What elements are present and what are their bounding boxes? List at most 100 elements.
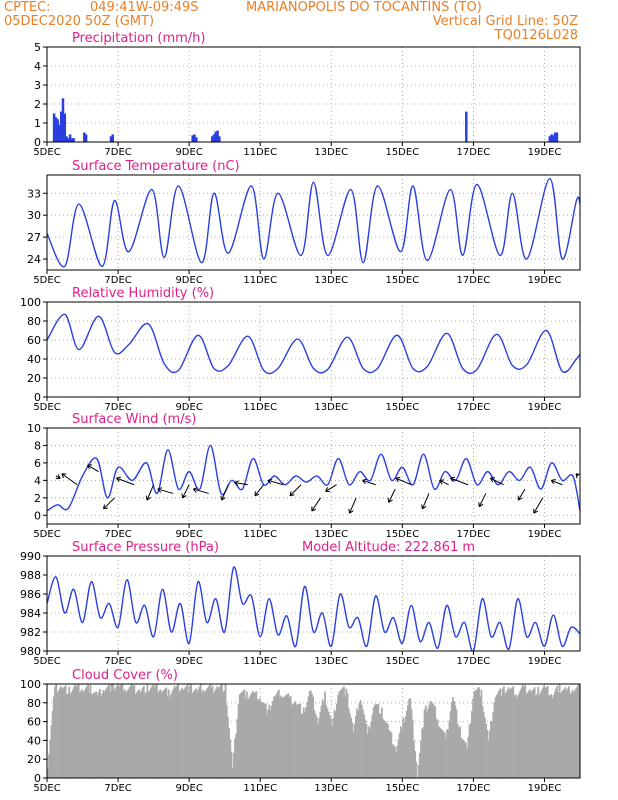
cloud-bar <box>474 690 477 778</box>
cloud-bar <box>164 688 167 778</box>
cloud-bar <box>302 707 305 778</box>
cloud-bar <box>548 695 550 778</box>
cloud-bar <box>296 704 299 778</box>
cloud-bar <box>315 716 318 778</box>
cloud-bar <box>433 704 435 778</box>
cloud-bar <box>327 711 330 778</box>
cloud-bar <box>95 691 98 778</box>
cloud-bar <box>109 691 112 778</box>
cloud-bar <box>219 685 222 778</box>
cloud-bar <box>178 691 181 778</box>
cloud-bar <box>383 720 386 778</box>
x-tick-label: 13DEC <box>314 783 348 794</box>
x-tick-label: 17DEC <box>457 656 491 667</box>
cloud-bar <box>282 697 285 778</box>
cloud-bar <box>142 685 145 778</box>
cloud-bar <box>397 739 400 778</box>
cloud-bar <box>76 685 79 778</box>
cloud-bar <box>418 752 421 778</box>
precip-bar <box>68 134 72 142</box>
header-location: MARIANOPOLIS DO TOCANTINS (TO) <box>246 0 482 15</box>
cloud-bar <box>319 711 322 778</box>
cloud-bar <box>256 700 259 778</box>
cloud-bar <box>240 693 242 778</box>
cloud-bar <box>131 684 133 778</box>
cloud-bar <box>534 695 537 778</box>
cloud-bar <box>415 761 418 778</box>
y-tick-label: 100 <box>20 678 41 691</box>
cloud-bar <box>50 725 53 778</box>
cloud-bar <box>121 684 124 778</box>
cloud-bar <box>82 692 85 778</box>
cloud-bar <box>133 685 136 778</box>
plot-area <box>52 98 559 142</box>
cloud-bar <box>304 712 306 778</box>
cloud-bar <box>511 687 514 778</box>
cloud-bar <box>308 691 311 778</box>
cloud-bar <box>287 693 290 778</box>
cloud-bar <box>202 690 204 778</box>
cloud-bar <box>186 684 189 778</box>
cloud-bar <box>495 694 498 778</box>
cloud-bar <box>81 689 84 778</box>
cloud-bar <box>102 689 105 778</box>
cloud-bar <box>173 685 176 778</box>
cloud-bar <box>243 689 246 778</box>
cloud-bar <box>67 693 69 778</box>
cloud-bar <box>259 698 261 778</box>
cloud-bar <box>341 687 344 778</box>
cloud-bar <box>294 701 297 778</box>
cloud-bar <box>401 730 403 778</box>
cloud-bar <box>478 687 480 778</box>
cloud-bar <box>423 709 426 778</box>
cloud-bar <box>255 691 258 778</box>
x-tick-label: 13DEC <box>314 656 348 667</box>
panel-title: Cloud Cover (%) <box>72 668 178 683</box>
cloud-bar <box>332 717 335 778</box>
cloud-bar <box>411 719 414 778</box>
cloud-bar <box>499 688 502 778</box>
cloud-bar <box>562 690 565 778</box>
wind-arrow <box>192 487 209 494</box>
cloud-bar <box>48 754 50 778</box>
cloud-bar <box>429 700 432 778</box>
cloud-bar <box>71 689 74 778</box>
panel-title: Relative Humidity (%) <box>72 286 214 301</box>
cloud-bar <box>127 689 130 778</box>
plot-area <box>47 684 580 778</box>
y-tick-label: 8 <box>34 439 41 452</box>
y-tick-label: 980 <box>20 645 41 658</box>
cloud-bar <box>171 691 174 778</box>
wind-arrow <box>478 493 487 508</box>
cloud-bar <box>391 744 394 778</box>
cloud-bar <box>254 692 257 778</box>
cloud-bar <box>385 722 388 778</box>
cloud-bar <box>544 687 547 778</box>
cloud-bar <box>199 684 202 778</box>
panel-frame <box>46 427 581 525</box>
x-tick-label: 7DEC <box>104 147 131 158</box>
cloud-bar <box>326 708 329 778</box>
cloud-bar <box>313 710 316 778</box>
cloud-bar <box>431 703 434 778</box>
cloud-bar <box>481 705 484 778</box>
header-grid-note: Vertical Grid Line: 50Z <box>433 14 578 29</box>
cloud-bar <box>114 688 117 778</box>
cloud-bar <box>427 708 429 778</box>
cloud-bar <box>184 687 187 778</box>
cloud-bar <box>257 699 260 778</box>
cloud-bar <box>123 689 126 778</box>
cloud-bar <box>196 691 199 778</box>
precip-bar <box>194 137 198 142</box>
plot-area <box>47 177 580 268</box>
precip-bar <box>191 135 194 142</box>
cloud-bar <box>569 694 572 778</box>
cloud-bar <box>144 694 146 778</box>
cloud-bar <box>357 710 360 778</box>
cloud-bar <box>298 704 300 778</box>
cloud-bar <box>276 691 279 778</box>
wind-arrow <box>145 484 155 501</box>
cloud-bar <box>92 693 94 778</box>
cloud-bar <box>260 701 262 778</box>
cloud-bar <box>424 705 427 778</box>
